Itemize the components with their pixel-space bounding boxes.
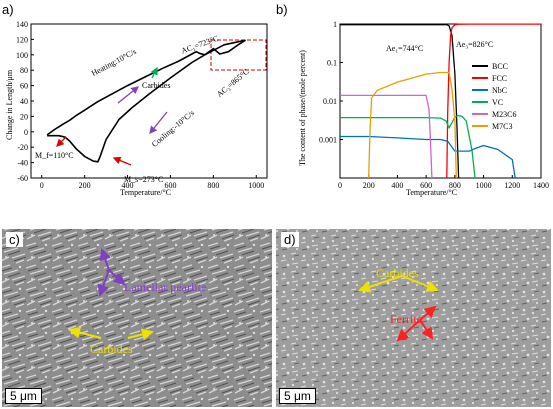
cooling-curve <box>47 39 246 163</box>
a-xtick-label: 600 <box>164 181 176 190</box>
legend-label: BCC <box>492 62 508 71</box>
b-xtick-label: 0 <box>338 181 342 190</box>
series-nbc <box>340 135 516 179</box>
panel-label-a: a) <box>2 2 14 17</box>
b-xtick-label: 800 <box>449 181 461 190</box>
carbides-label: Carbides <box>142 81 171 90</box>
transformation-zoom-box <box>210 39 267 71</box>
b-xtick-label: 200 <box>363 181 375 190</box>
panel-label-b: b) <box>276 2 288 17</box>
a-ytick-label: 80 <box>20 66 28 75</box>
legend-label: FCC <box>492 74 507 83</box>
b-xtick-label: 1400 <box>533 181 549 190</box>
a-xtick-label: 800 <box>207 181 219 190</box>
heating-curve <box>46 39 246 136</box>
lamellar-pearlite-label: Lamellar pearlite <box>124 280 207 294</box>
a-ytick-label: 120 <box>16 35 28 44</box>
series-m7c3 <box>368 71 457 179</box>
a-xlabel: Temperature/°C <box>120 188 172 197</box>
ms-label: M_s=273°C <box>124 175 164 184</box>
scale-bar-c: 5 μm <box>5 388 42 404</box>
a-ytick-label: 100 <box>16 51 28 60</box>
a-ytick-label: 140 <box>16 20 28 29</box>
ae3-label: Ae₃=826°C <box>456 40 494 49</box>
carbides-label-c: Carbides <box>90 342 133 356</box>
micrograph-d <box>276 229 551 407</box>
legend: BCC FCC NbC VC M23C6 M7C3 <box>472 62 516 131</box>
b-ytick-label: 0.01 <box>323 97 337 106</box>
series-m23c6 <box>340 94 433 179</box>
legend-label: NbC <box>492 86 507 95</box>
panel-label-d: d) <box>281 232 299 247</box>
ferrite-label: Ferrite <box>390 312 422 326</box>
legend-label: M7C3 <box>492 122 512 131</box>
a-ytick-label: 40 <box>20 97 28 106</box>
a-ytick-label: 60 <box>20 82 28 91</box>
b-xtick-label: 600 <box>420 181 432 190</box>
dilatometry-chart: -60 -40 -20 0 20 40 60 80 100 120 140 0 200 400 600 80… <box>16 20 268 190</box>
a-ylabel: Change in Length/μm <box>5 69 14 140</box>
a-ytick-label: -20 <box>17 143 28 152</box>
a-ytick-label: 0 <box>24 128 28 137</box>
b-xtick-label: 1000 <box>476 181 492 190</box>
micrograph-c <box>2 229 272 407</box>
cooling-arrow <box>149 111 168 135</box>
a-ytick-label: 20 <box>20 112 28 121</box>
carbides-arrow <box>150 66 158 79</box>
a-xtick-label: 400 <box>122 181 134 190</box>
scale-bar-d: 5 μm <box>279 388 316 404</box>
b-xlabel: Temperature/°C <box>406 188 458 197</box>
b-ytick-label: 1 <box>333 20 337 29</box>
panel-label-c: c) <box>6 232 23 247</box>
legend-label: M23C6 <box>492 110 516 119</box>
b-ylabel: The content of phase/(mole percent) <box>298 50 307 166</box>
b-xtick-label: 400 <box>391 181 403 190</box>
b-xtick-label: 1200 <box>504 181 520 190</box>
b-ytick-label: 0.001 <box>319 136 337 145</box>
a-xtick-label: 1000 <box>248 181 264 190</box>
mf-arrow <box>56 136 67 147</box>
a-ytick-label: -60 <box>17 174 28 183</box>
legend-label: VC <box>492 98 503 107</box>
series-bcc <box>340 24 460 179</box>
a-ytick-label: -40 <box>17 159 28 168</box>
series-fcc <box>446 23 541 179</box>
a-xtick-label: 200 <box>79 181 91 190</box>
heating-arrow <box>117 86 140 104</box>
carbides-label-d: Carbides <box>376 266 419 280</box>
ms-arrow <box>112 156 132 166</box>
b-ytick-label: 0.1 <box>327 59 337 68</box>
ae1-label: Ae₁=744°C <box>386 44 424 53</box>
mf-label: M_f=110°C <box>35 151 74 160</box>
series-vc <box>340 114 476 179</box>
a-xtick-label: 0 <box>40 181 44 190</box>
